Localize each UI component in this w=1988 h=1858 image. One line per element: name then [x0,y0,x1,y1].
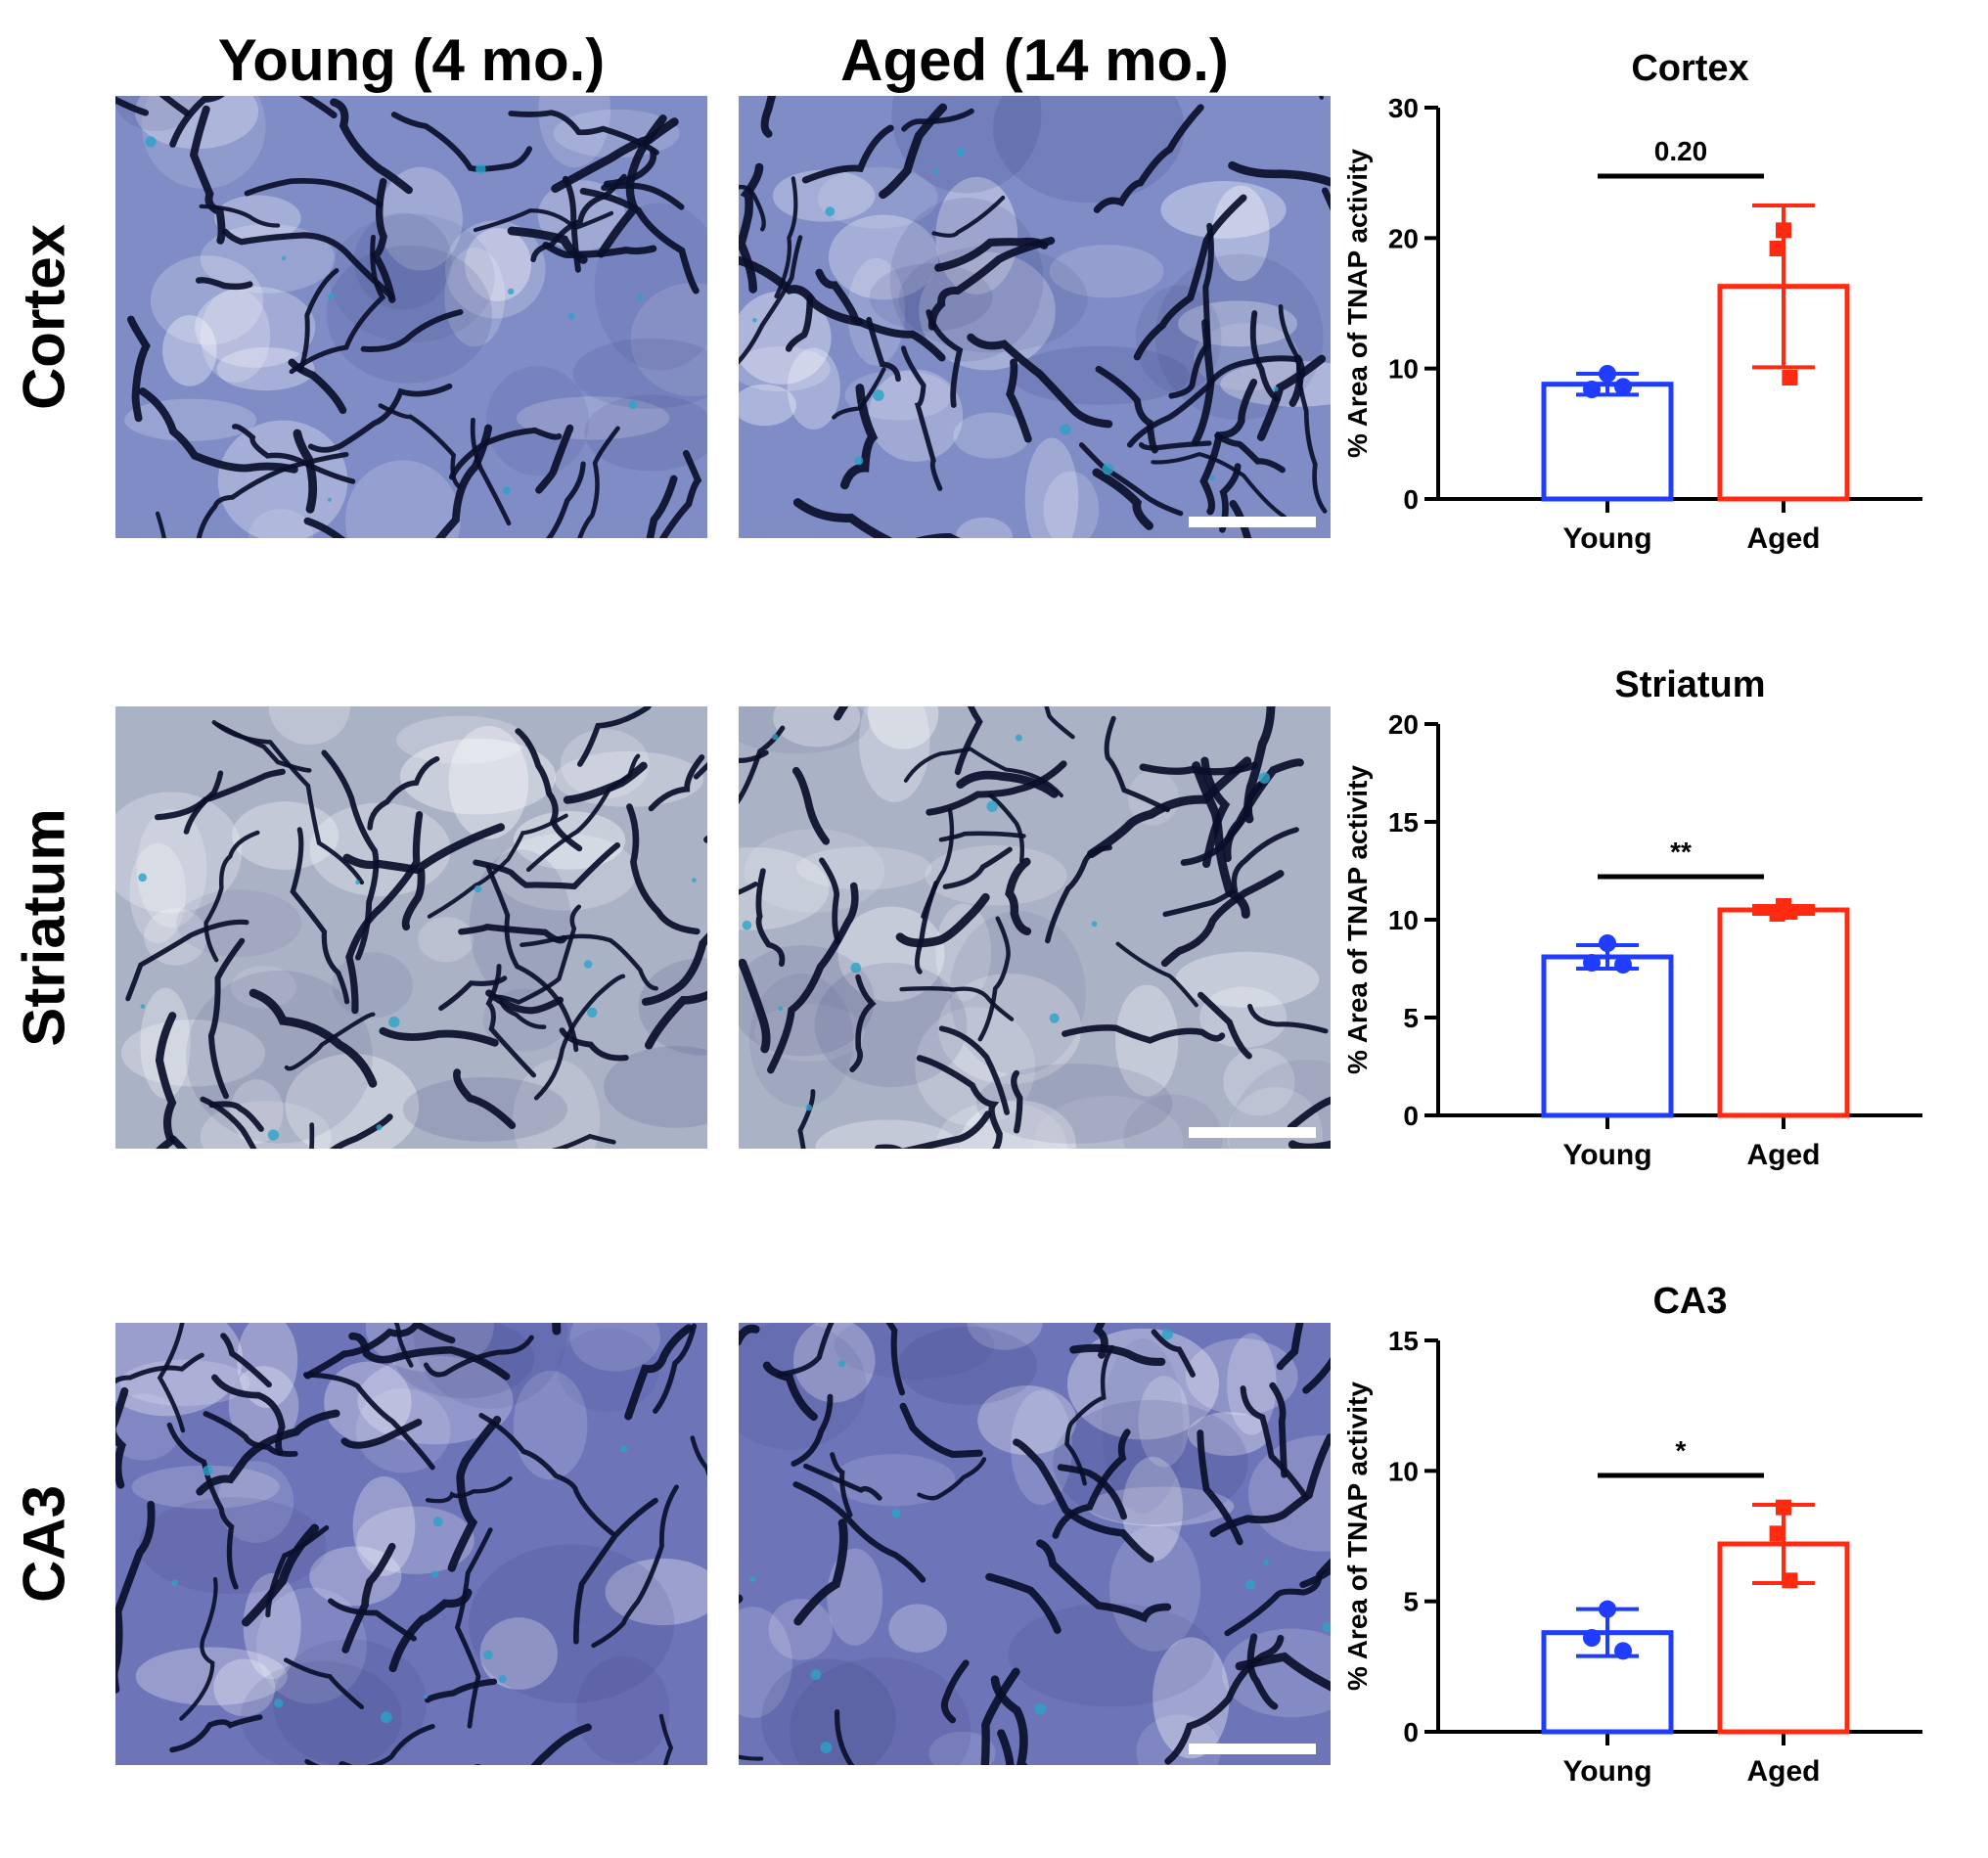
column-header-young: Young (4 mo.) [217,27,606,93]
y-axis-label: % Area of TNAP activity [1345,149,1373,458]
micrograph-striatum-aged [739,706,1331,1149]
data-point [1599,1600,1616,1618]
micrograph-cortex-aged [739,96,1331,538]
data-point [1599,365,1616,383]
y-tick-label: 30 [1388,93,1419,123]
significance-label: ** [1670,837,1692,867]
column-header-aged: Aged (14 mo.) [840,27,1229,93]
y-tick-label: 5 [1403,1587,1419,1617]
data-point [1583,381,1601,398]
chart-striatum: Striatum % Area of TNAP activity 0 5 10 15 20 Y… [1345,656,1988,1184]
x-tick-label: Young [1562,522,1651,555]
significance-label: * [1676,1435,1687,1466]
data-point [1782,370,1798,385]
bar-aged [1717,907,1850,1118]
data-point [1782,1572,1798,1589]
micrograph-ca3-aged [739,1323,1331,1765]
data-point [1769,906,1785,922]
scale-bar [1189,517,1316,527]
data-point [1614,1642,1632,1660]
y-tick-label: 10 [1388,905,1419,935]
x-tick-label: Aged [1747,1755,1821,1788]
x-tick-label: Young [1562,1139,1651,1171]
y-tick-label: 15 [1388,807,1419,838]
micrograph-ca3-young [115,1323,707,1765]
data-point [1769,241,1785,256]
chart-ca3: CA3 % Area of TNAP activity 0 5 10 15 Young Age… [1345,1272,1988,1800]
y-axis-label: % Area of TNAP activity [1345,765,1373,1074]
data-point [1614,378,1632,396]
bar-chart-svg: Striatum % Area of TNAP activity 0 5 10 15 20 Y… [1345,664,1922,1171]
micrograph-striatum-young [115,706,707,1149]
data-point [1583,1629,1601,1647]
data-point [1599,934,1616,952]
y-tick-label: 5 [1403,1003,1419,1033]
chart-title: CA3 [1652,1281,1727,1322]
y-axis-label: % Area of TNAP activity [1345,1382,1373,1691]
data-point [1776,222,1791,239]
y-tick-label: 0 [1403,484,1419,515]
row-header-striatum: Striatum [11,808,77,1047]
y-tick-label: 0 [1403,1101,1419,1131]
micrograph-cortex-young [115,96,707,538]
bar-chart-svg: CA3 % Area of TNAP activity 0 5 10 15 Young Age… [1345,1281,1922,1788]
bar-young [1541,954,1674,1118]
data-point [1769,1525,1785,1542]
y-tick-label: 10 [1388,354,1419,385]
y-tick-label: 15 [1388,1326,1419,1356]
significance-label: 0.20 [1654,136,1708,166]
row-header-cortex: Cortex [11,223,77,411]
y-tick-label: 10 [1388,1456,1419,1486]
x-tick-label: Aged [1747,1139,1821,1171]
chart-cortex: Cortex % Area of TNAP activity 0 10 20 30 Youn… [1345,39,1988,567]
bar-young [1541,382,1674,502]
y-tick-label: 20 [1388,709,1419,740]
y-tick-label: 0 [1403,1717,1419,1747]
data-point [1583,954,1601,972]
y-tick-label: 20 [1388,223,1419,253]
chart-title: Cortex [1631,48,1748,89]
scale-bar [1189,1744,1316,1754]
data-point [1782,904,1798,920]
scale-bar [1189,1127,1316,1138]
x-tick-label: Aged [1747,522,1821,555]
row-header-ca3: CA3 [11,1484,77,1604]
bar-chart-svg: Cortex % Area of TNAP activity 0 10 20 30 Youn… [1345,48,1922,555]
x-tick-label: Young [1562,1755,1651,1788]
data-point [1776,1499,1791,1516]
chart-title: Striatum [1614,664,1765,705]
data-point [1614,956,1632,974]
